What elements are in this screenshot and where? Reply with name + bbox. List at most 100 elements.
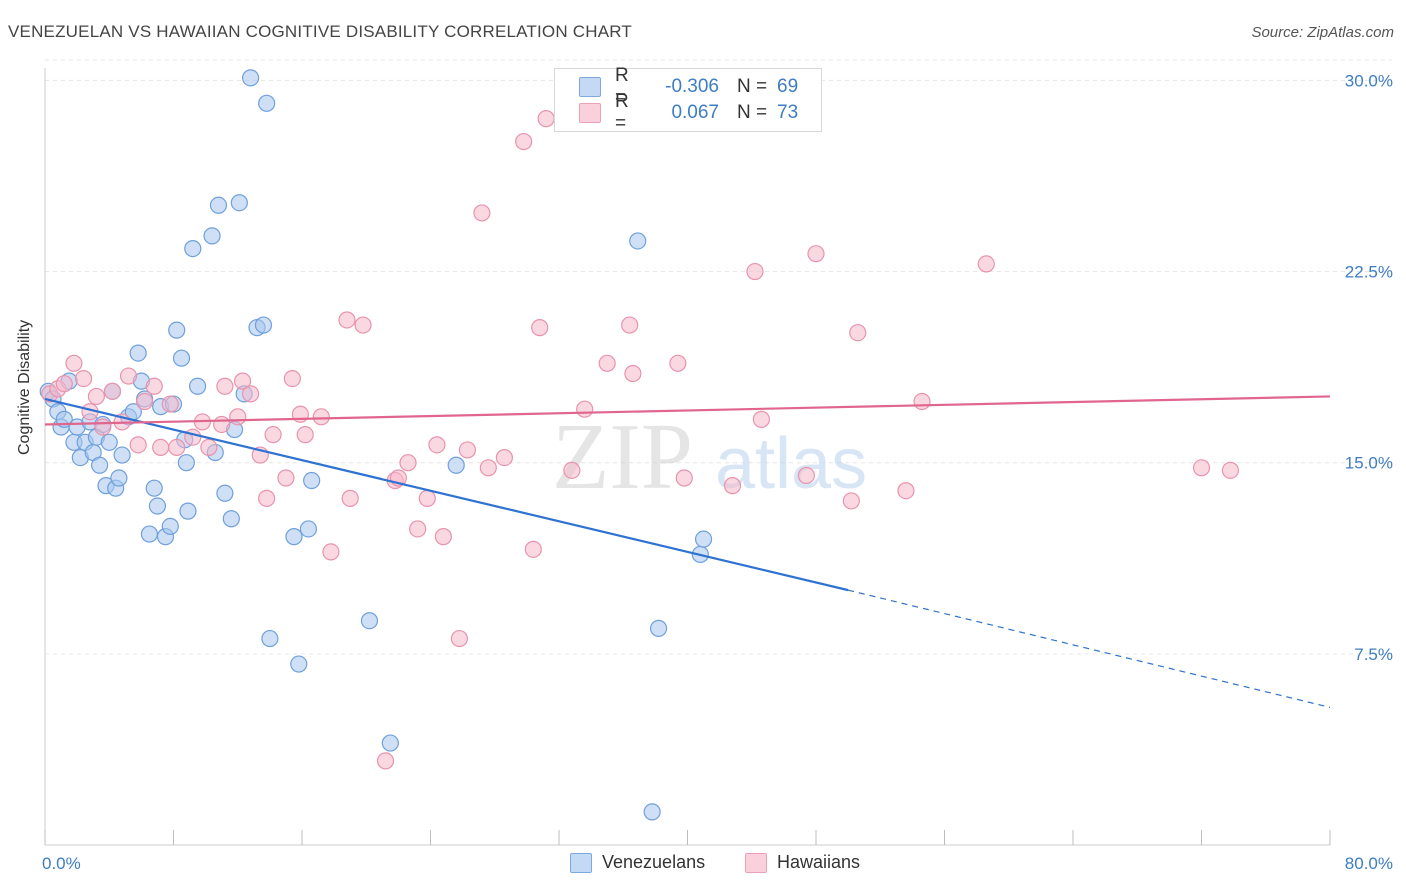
data-point	[258, 94, 276, 112]
data-point	[428, 436, 446, 454]
data-point	[145, 377, 163, 395]
data-point	[897, 482, 915, 500]
data-point	[797, 466, 815, 485]
data-point	[515, 132, 533, 151]
data-point	[172, 349, 191, 367]
legend-row-venezuelans: R = -0.306 N = 69	[579, 65, 799, 108]
data-point	[694, 530, 713, 548]
data-point	[376, 752, 395, 770]
data-point	[233, 372, 252, 390]
x-tick-label: 80.0%	[1345, 854, 1393, 873]
legend-r-label: R =	[615, 65, 629, 108]
legend-item-venezuelans[interactable]: Venezuelans	[570, 852, 705, 873]
data-point	[746, 262, 764, 281]
data-point	[264, 426, 282, 444]
data-point	[479, 459, 497, 477]
data-point	[629, 232, 647, 250]
data-point	[140, 525, 159, 543]
data-point	[643, 803, 661, 821]
legend-item-hawaiians[interactable]: Hawaiians	[745, 852, 860, 873]
data-point	[675, 469, 693, 487]
y-tick-label: 30.0%	[1345, 71, 1393, 90]
data-point	[229, 408, 247, 426]
series-hawaiians	[41, 110, 1240, 770]
data-point	[1221, 461, 1240, 479]
data-point	[977, 255, 995, 273]
data-point	[179, 502, 197, 520]
data-point	[145, 479, 163, 497]
chart-title: VENEZUELAN VS HAWAIIAN COGNITIVE DISABIL…	[8, 22, 633, 41]
trend-line	[44, 397, 849, 592]
data-point	[598, 354, 616, 372]
legend-swatch-hawaiians	[579, 103, 601, 123]
trend-line	[44, 395, 1331, 426]
data-point	[113, 446, 131, 464]
data-point	[807, 245, 825, 263]
data-point	[537, 110, 555, 128]
data-point	[849, 324, 867, 342]
data-point	[152, 438, 170, 457]
legend-swatch-hawaiians	[745, 852, 767, 873]
legend-n-label: N =	[737, 102, 768, 123]
data-point	[495, 448, 513, 467]
data-point	[135, 392, 154, 411]
data-point	[94, 418, 112, 436]
legend-label-venezuelans: Venezuelans	[602, 852, 706, 872]
data-point	[842, 492, 860, 510]
y-tick-label: 22.5%	[1345, 263, 1393, 282]
legend-r-value: -0.306	[665, 76, 719, 97]
data-point	[338, 311, 356, 329]
data-point	[621, 316, 639, 334]
legend-n-label: N =	[737, 76, 768, 97]
data-point	[184, 428, 202, 446]
data-point	[242, 69, 260, 87]
data-point	[188, 377, 207, 395]
data-point	[168, 438, 186, 457]
data-point	[341, 489, 359, 507]
data-point	[148, 497, 167, 515]
data-point	[87, 387, 106, 406]
data-point	[1192, 459, 1211, 477]
data-point	[381, 734, 399, 752]
data-point	[624, 364, 642, 383]
y-tick-label: 15.0%	[1345, 454, 1393, 473]
legend-n-value: 73	[777, 102, 799, 123]
data-point	[91, 456, 109, 474]
data-point	[184, 240, 202, 258]
data-point	[913, 392, 931, 411]
data-point	[290, 655, 308, 673]
legend-label-hawaiians: Hawaiians	[777, 852, 861, 872]
legend-swatch-venezuelans	[579, 77, 601, 97]
series-legend: Venezuelans Hawaiians	[0, 852, 1406, 878]
data-point	[360, 612, 379, 630]
data-point	[242, 385, 260, 403]
data-point	[258, 489, 276, 507]
legend-row-hawaiians: R = 0.067 N = 73	[579, 91, 799, 134]
trend-lines	[44, 395, 1331, 708]
legend-n-value: 69	[777, 76, 799, 97]
data-point	[447, 456, 465, 474]
data-point	[531, 319, 549, 337]
data-point	[277, 469, 295, 487]
data-point	[299, 520, 318, 538]
watermark-zip: ZIP	[552, 405, 693, 509]
series-venezuelans	[39, 69, 713, 821]
y-axis-label: Cognitive Disability	[16, 319, 33, 455]
data-point	[216, 377, 234, 395]
x-tick-label: 0.0%	[42, 854, 81, 873]
data-point	[65, 354, 83, 372]
data-point	[752, 410, 770, 428]
data-point	[418, 489, 436, 507]
data-point	[168, 321, 186, 339]
data-point	[576, 400, 594, 418]
data-point	[216, 484, 234, 502]
source-label: Source: ZipAtlas.com	[1251, 24, 1394, 41]
data-point	[285, 528, 303, 546]
data-point	[409, 520, 427, 538]
data-point	[399, 454, 417, 472]
watermark-atlas: atlas	[715, 424, 867, 504]
data-point	[161, 395, 179, 413]
legend-swatch-venezuelans	[570, 852, 592, 873]
data-point	[303, 471, 321, 490]
